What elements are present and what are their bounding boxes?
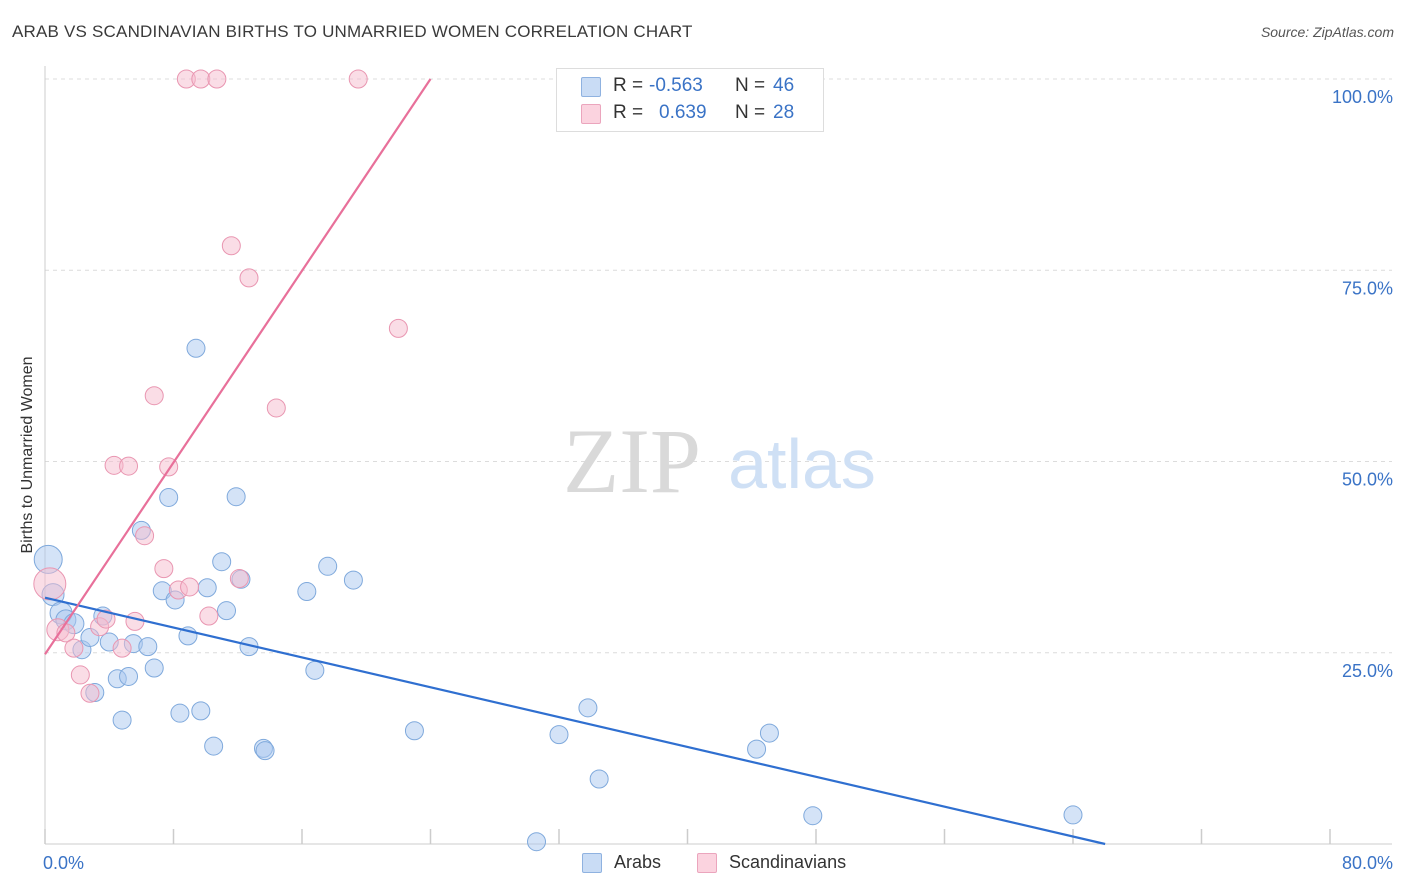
data-point	[217, 601, 237, 621]
data-point	[112, 710, 132, 730]
watermark: ZIP atlas	[563, 410, 876, 512]
y-tick-label: 25.0%	[1342, 661, 1393, 681]
legend-swatch-scandinavians	[581, 104, 601, 124]
bottom-legend-label-scandinavians: Scandinavians	[729, 852, 847, 872]
data-point	[180, 577, 200, 597]
data-point	[119, 666, 139, 686]
axes	[44, 66, 1392, 845]
legend-r-value: 0.639	[659, 102, 707, 123]
data-point	[239, 268, 259, 288]
x-tick-label: 80.0%	[1342, 853, 1393, 873]
legend-box: R = -0.563 N = 46 R = 0.639 N = 28	[556, 68, 824, 132]
data-point	[96, 609, 116, 629]
points-layer	[33, 69, 1083, 852]
legend-swatch-arabs	[581, 77, 601, 97]
legend-n-value: 46	[773, 75, 795, 96]
data-point	[343, 570, 363, 590]
data-point	[119, 456, 139, 476]
data-point	[144, 386, 164, 406]
data-point	[212, 552, 232, 572]
data-point	[70, 665, 90, 685]
data-point	[404, 721, 424, 741]
trend-line-scandinavians	[44, 78, 432, 655]
bottom-legend-label-arabs: Arabs	[614, 852, 662, 872]
data-point	[266, 398, 286, 418]
data-point	[112, 638, 132, 658]
data-point	[1063, 805, 1083, 825]
data-point	[154, 559, 174, 579]
bottom-legend-swatch-scandinavians	[697, 853, 717, 873]
data-point	[589, 769, 609, 789]
tick-labels: 100.0% 75.0% 50.0% 25.0% 0.0% 80.0%	[43, 87, 1393, 873]
chart-title: ARAB VS SCANDINAVIAN BIRTHS TO UNMARRIED…	[12, 22, 693, 41]
data-point	[549, 725, 569, 745]
legend-n-label: N =	[735, 75, 766, 96]
data-point	[759, 723, 779, 743]
data-point	[527, 832, 547, 852]
trend-line-arabs	[44, 596, 1106, 846]
data-point	[199, 606, 219, 626]
legend-n-label: N =	[735, 102, 766, 123]
legend-n-value: 28	[773, 102, 795, 123]
data-point	[747, 739, 767, 759]
watermark-zip: ZIP	[563, 410, 701, 512]
y-tick-label: 100.0%	[1332, 87, 1393, 107]
data-point	[125, 611, 145, 631]
data-point	[204, 736, 224, 756]
y-tick-label: 50.0%	[1342, 470, 1393, 490]
data-point	[229, 569, 249, 589]
legend-r-value: -0.563	[649, 75, 703, 96]
data-point	[255, 741, 275, 761]
data-point	[80, 683, 100, 703]
y-tick-label: 75.0%	[1342, 278, 1393, 298]
data-point	[191, 69, 211, 89]
data-point	[64, 638, 84, 658]
legend-r-label: R =	[613, 75, 644, 96]
source-label: Source: ZipAtlas.com	[1260, 24, 1394, 40]
data-point	[226, 487, 246, 507]
data-point	[388, 318, 408, 338]
data-point	[186, 338, 206, 358]
data-point	[197, 578, 217, 598]
data-point	[191, 701, 211, 721]
data-point	[159, 487, 179, 507]
data-point	[221, 236, 241, 256]
data-point	[144, 658, 164, 678]
bottom-legend-swatch-arabs	[582, 853, 602, 873]
data-point	[348, 69, 368, 89]
data-point	[170, 703, 190, 723]
data-point	[135, 526, 155, 546]
watermark-atlas: atlas	[728, 425, 876, 503]
data-point	[138, 637, 158, 657]
x-tick-label: 0.0%	[43, 853, 84, 873]
legend-r-label: R =	[613, 102, 644, 123]
data-point	[578, 698, 598, 718]
data-point	[318, 556, 338, 576]
grid-lines	[45, 78, 1392, 654]
data-point	[305, 660, 325, 680]
data-point	[803, 806, 823, 826]
data-point	[297, 582, 317, 602]
data-point	[33, 567, 67, 601]
data-point	[207, 69, 227, 89]
trend-layer	[44, 78, 1106, 846]
